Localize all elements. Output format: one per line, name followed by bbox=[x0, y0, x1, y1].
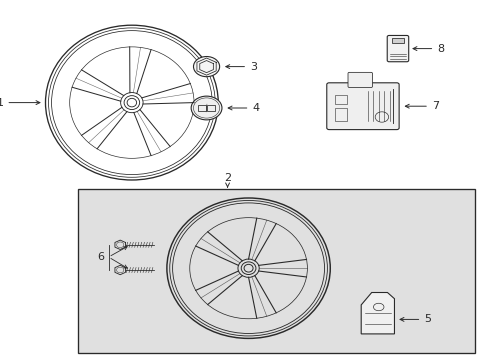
Text: 2: 2 bbox=[224, 172, 231, 183]
Text: 8: 8 bbox=[412, 44, 444, 54]
FancyBboxPatch shape bbox=[386, 36, 408, 62]
FancyBboxPatch shape bbox=[347, 72, 372, 87]
Circle shape bbox=[193, 57, 219, 77]
Text: 3: 3 bbox=[225, 62, 257, 72]
Bar bbox=[334, 108, 346, 121]
Polygon shape bbox=[361, 292, 394, 334]
Bar bbox=[334, 95, 346, 104]
Circle shape bbox=[191, 96, 222, 120]
Bar bbox=[391, 37, 404, 43]
Text: 4: 4 bbox=[228, 103, 259, 113]
FancyBboxPatch shape bbox=[326, 83, 398, 130]
Text: 6: 6 bbox=[97, 252, 103, 262]
Text: 5: 5 bbox=[399, 314, 430, 324]
Text: 7: 7 bbox=[405, 101, 438, 111]
Text: 1: 1 bbox=[0, 98, 40, 108]
Bar bbox=[78, 189, 474, 353]
